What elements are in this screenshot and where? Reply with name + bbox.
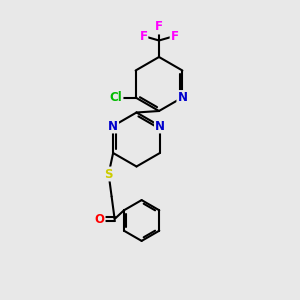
Text: F: F <box>140 29 147 43</box>
Text: N: N <box>108 119 118 133</box>
Text: N: N <box>155 119 165 133</box>
Text: S: S <box>104 167 113 181</box>
Text: Cl: Cl <box>110 91 122 104</box>
Text: O: O <box>94 212 105 226</box>
Text: F: F <box>171 29 178 43</box>
Text: F: F <box>155 20 163 34</box>
Text: N: N <box>177 91 188 104</box>
